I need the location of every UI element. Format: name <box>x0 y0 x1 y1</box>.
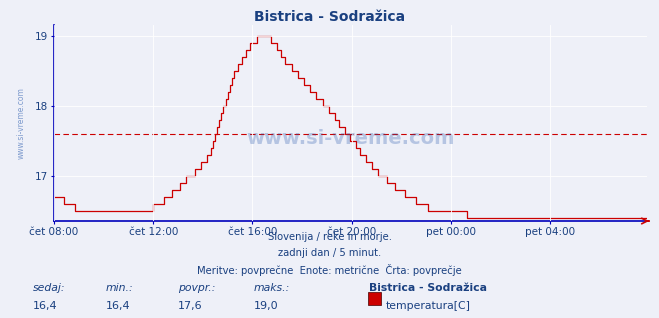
Text: Slovenija / reke in morje.: Slovenija / reke in morje. <box>268 232 391 242</box>
Text: sedaj:: sedaj: <box>33 283 65 293</box>
Text: Bistrica - Sodražica: Bistrica - Sodražica <box>254 10 405 24</box>
Text: 16,4: 16,4 <box>33 301 57 310</box>
Text: www.si-vreme.com: www.si-vreme.com <box>17 87 26 159</box>
Text: Meritve: povprečne  Enote: metrične  Črta: povprečje: Meritve: povprečne Enote: metrične Črta:… <box>197 264 462 276</box>
Text: min.:: min.: <box>105 283 133 293</box>
Text: povpr.:: povpr.: <box>178 283 215 293</box>
Text: Bistrica - Sodražica: Bistrica - Sodražica <box>369 283 487 293</box>
Text: www.si-vreme.com: www.si-vreme.com <box>246 129 455 149</box>
Text: 17,6: 17,6 <box>178 301 202 310</box>
Text: zadnji dan / 5 minut.: zadnji dan / 5 minut. <box>278 248 381 258</box>
Text: 16,4: 16,4 <box>105 301 130 310</box>
Text: temperatura[C]: temperatura[C] <box>386 301 471 310</box>
Text: 19,0: 19,0 <box>254 301 278 310</box>
Text: maks.:: maks.: <box>254 283 290 293</box>
